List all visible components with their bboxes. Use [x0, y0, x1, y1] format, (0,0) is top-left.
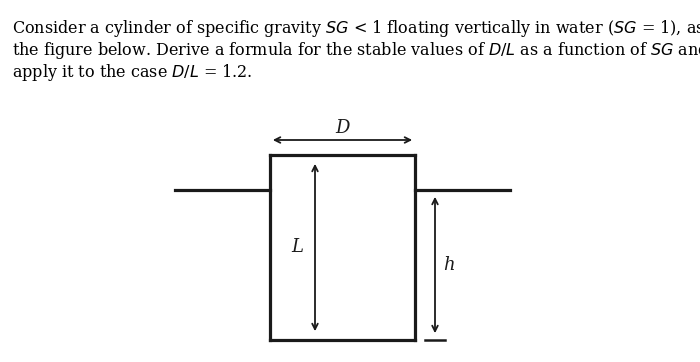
Text: the figure below. Derive a formula for the stable values of $D/L$ as a function : the figure below. Derive a formula for t… — [12, 40, 700, 61]
Text: L: L — [291, 239, 303, 257]
Text: Consider a cylinder of specific gravity $SG$ < 1 floating vertically in water ($: Consider a cylinder of specific gravity … — [12, 18, 700, 39]
Text: h: h — [443, 256, 454, 274]
Text: apply it to the case $D/L$ = 1.2.: apply it to the case $D/L$ = 1.2. — [12, 62, 253, 83]
Text: D: D — [335, 119, 350, 137]
